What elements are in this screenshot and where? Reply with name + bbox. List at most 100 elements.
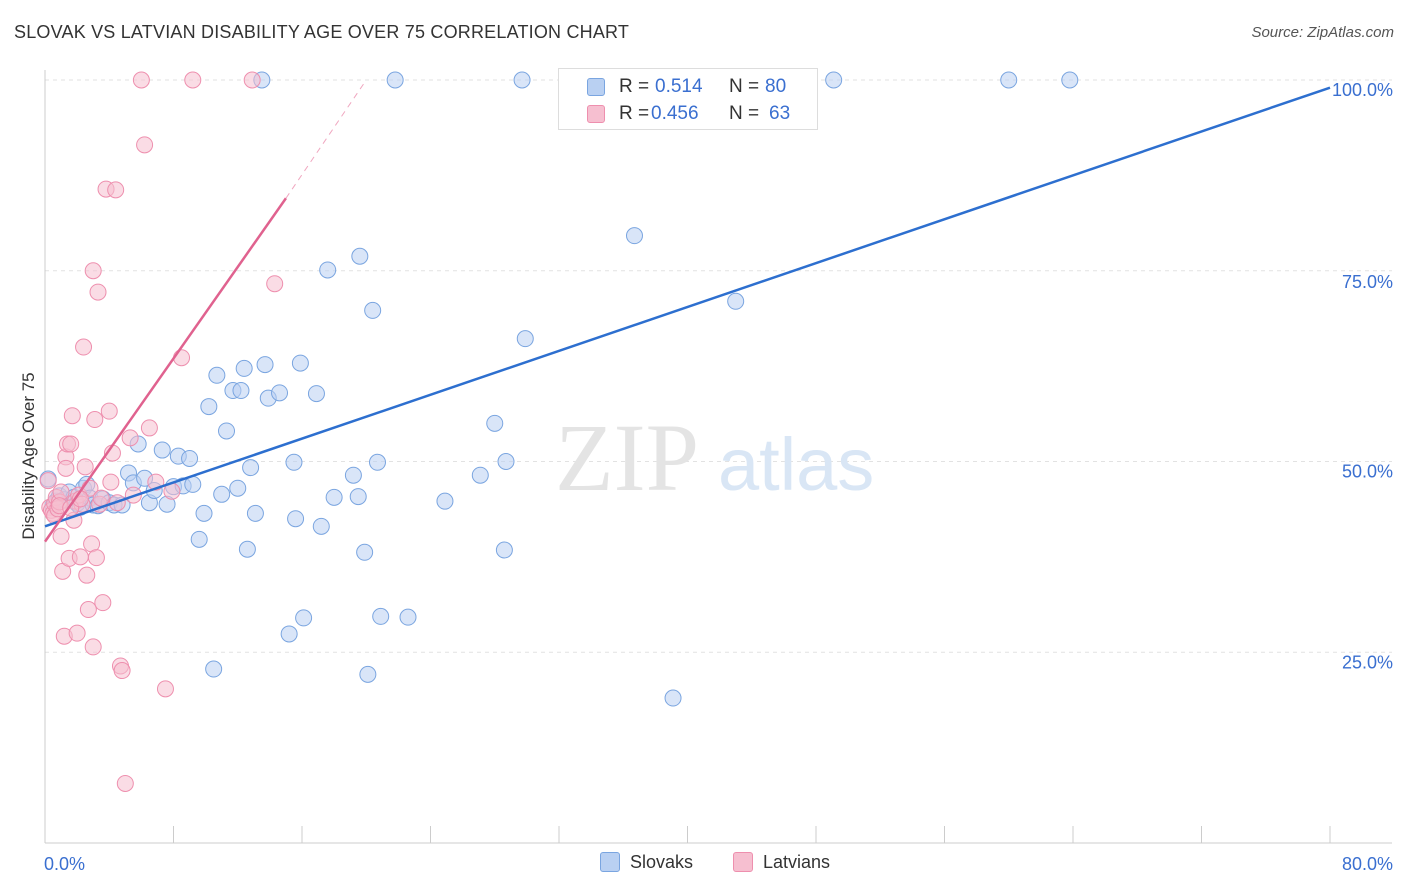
y-tick-label: 25.0% bbox=[1342, 652, 1393, 672]
latvians-point bbox=[39, 472, 57, 490]
slovaks-point bbox=[625, 227, 643, 245]
latvians-point bbox=[86, 411, 104, 429]
y-tick-label: 75.0% bbox=[1342, 272, 1393, 292]
latvians-point bbox=[84, 262, 102, 280]
axes bbox=[44, 70, 1392, 844]
watermark-zip: ZIP bbox=[555, 404, 699, 511]
trend-line-latvians-extension bbox=[285, 79, 367, 199]
slovaks-point bbox=[436, 492, 454, 510]
slovaks-point bbox=[664, 689, 682, 707]
y-axis-label: Disability Age Over 75 bbox=[19, 372, 38, 539]
stats-legend: R = 0.514 N = 80 R = 0.456 N = 63 bbox=[558, 68, 818, 130]
legend-item-latvians[interactable]: Latvians bbox=[733, 852, 830, 873]
slovaks-point bbox=[229, 479, 247, 497]
slovaks-point bbox=[386, 71, 404, 89]
slovaks-point bbox=[205, 660, 223, 678]
slovaks-point bbox=[399, 608, 417, 626]
x-tick-label: 0.0% bbox=[44, 854, 85, 874]
latvians-point bbox=[121, 429, 139, 447]
slovaks-point bbox=[349, 488, 367, 506]
slovaks-point bbox=[235, 359, 253, 377]
latvians-point bbox=[57, 459, 75, 477]
slovaks-point bbox=[486, 414, 504, 432]
legend-label-slovaks: Slovaks bbox=[630, 852, 694, 872]
legend-r-value-latvians: 0.456 bbox=[651, 103, 699, 124]
trend-line-slovaks bbox=[44, 86, 1331, 528]
legend-n-label: N = bbox=[729, 103, 760, 124]
slovaks-point bbox=[344, 466, 362, 484]
y-tick-label: 100.0% bbox=[1332, 80, 1393, 100]
latvians-point bbox=[79, 601, 97, 619]
trend-line-latvians bbox=[43, 197, 287, 543]
latvians-point bbox=[184, 71, 202, 89]
slovaks-point bbox=[200, 398, 218, 416]
watermark-atlas: atlas bbox=[718, 423, 874, 506]
latvians-point bbox=[102, 473, 120, 491]
slovaks-point bbox=[242, 459, 260, 477]
slovaks-point bbox=[312, 517, 330, 535]
legend-r-label: R = bbox=[619, 103, 650, 124]
slovaks-point bbox=[218, 422, 236, 440]
slovaks-point bbox=[195, 504, 213, 522]
slovaks-point bbox=[359, 665, 377, 683]
latvians-point bbox=[266, 275, 284, 293]
slovaks-point bbox=[208, 366, 226, 384]
slovaks-point bbox=[238, 540, 256, 558]
slovaks-point bbox=[368, 453, 386, 471]
latvians-point bbox=[52, 527, 70, 545]
slovaks-point bbox=[825, 71, 843, 89]
y-tick-label: 50.0% bbox=[1342, 462, 1393, 482]
trend-lines bbox=[43, 79, 1331, 543]
watermark: ZIP atlas bbox=[555, 404, 874, 511]
legend-n-value-latvians: 63 bbox=[769, 103, 791, 124]
slovaks-point bbox=[727, 292, 745, 310]
latvians-point bbox=[92, 489, 110, 507]
latvians-point bbox=[243, 71, 261, 89]
slovaks-point bbox=[295, 609, 313, 627]
legend-item-slovaks[interactable]: Slovaks bbox=[600, 852, 693, 873]
latvians-point bbox=[94, 594, 112, 612]
legend-swatch-slovaks bbox=[587, 78, 605, 96]
legend-r-label: R = bbox=[619, 76, 650, 97]
chart-source: Source: ZipAtlas.com bbox=[1251, 24, 1394, 41]
slovaks-point bbox=[256, 356, 274, 374]
slovaks-point bbox=[307, 385, 325, 403]
latvians-point bbox=[71, 548, 89, 566]
slovaks-point bbox=[271, 384, 289, 402]
latvians-point bbox=[132, 71, 150, 89]
slovaks-point bbox=[1061, 71, 1079, 89]
slovaks-point bbox=[153, 441, 171, 459]
slovaks-point bbox=[364, 301, 382, 319]
latvians-point bbox=[63, 407, 81, 425]
series-latvians bbox=[39, 71, 284, 792]
slovaks-point bbox=[471, 466, 489, 484]
latvians-point bbox=[173, 349, 191, 367]
slovaks-point bbox=[351, 247, 369, 265]
legend-label-latvians: Latvians bbox=[763, 852, 831, 872]
slovaks-point bbox=[325, 488, 343, 506]
legend-n-label: N = bbox=[729, 76, 760, 97]
latvians-point bbox=[68, 624, 86, 642]
legend-row-slovaks: R = 0.514 N = 80 bbox=[559, 73, 817, 101]
latvians-point bbox=[116, 774, 134, 792]
latvians-point bbox=[84, 638, 102, 656]
legend-n-value-slovaks: 80 bbox=[765, 76, 787, 97]
slovaks-point bbox=[291, 354, 309, 372]
slovaks-point bbox=[213, 485, 231, 503]
legend-r-value-slovaks: 0.514 bbox=[655, 76, 703, 97]
slovaks-point bbox=[246, 504, 264, 522]
slovaks-point bbox=[280, 625, 298, 643]
chart-title: SLOVAK VS LATVIAN DISABILITY AGE OVER 75… bbox=[14, 22, 630, 42]
slovaks-point bbox=[1000, 71, 1018, 89]
slovaks-point bbox=[513, 71, 531, 89]
latvians-point bbox=[113, 662, 131, 680]
slovaks-point bbox=[497, 453, 515, 470]
latvians-point bbox=[136, 136, 154, 154]
latvians-point bbox=[75, 338, 93, 356]
slovaks-point bbox=[495, 541, 513, 559]
latvians-point bbox=[87, 549, 105, 567]
y-tick-labels: 25.0% 50.0% 75.0% 100.0% bbox=[1332, 80, 1393, 672]
latvians-point bbox=[78, 566, 96, 584]
latvians-point bbox=[89, 283, 107, 301]
latvians-point bbox=[62, 435, 80, 453]
